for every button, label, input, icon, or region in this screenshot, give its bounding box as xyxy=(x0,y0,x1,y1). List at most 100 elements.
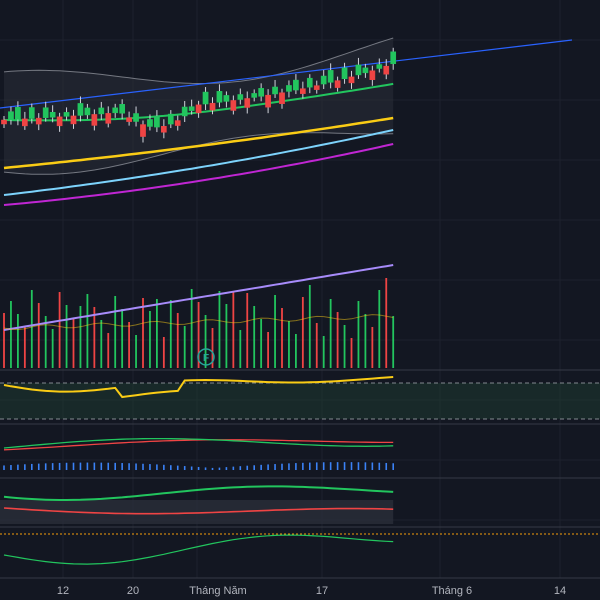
volume-bar[interactable] xyxy=(371,327,374,368)
candle-body[interactable] xyxy=(174,120,181,126)
volume-bar[interactable] xyxy=(10,301,12,368)
volume-bar[interactable] xyxy=(114,296,117,368)
candle-body[interactable] xyxy=(348,76,355,84)
candle-body[interactable] xyxy=(133,113,139,122)
candle-body[interactable] xyxy=(334,80,341,88)
candle-body[interactable] xyxy=(56,116,63,127)
volume-bar[interactable] xyxy=(162,337,165,368)
candle-body[interactable] xyxy=(341,67,348,80)
volume-bar[interactable] xyxy=(23,327,26,368)
candle-body[interactable] xyxy=(126,117,132,122)
volume-bar[interactable] xyxy=(156,299,158,368)
candle-body[interactable] xyxy=(112,107,119,114)
candle-body[interactable] xyxy=(216,91,223,103)
candle-body[interactable] xyxy=(63,112,70,117)
volume-bar[interactable] xyxy=(183,326,186,368)
candle-body[interactable] xyxy=(91,114,98,126)
volume-bar[interactable] xyxy=(204,315,207,368)
volume-bar[interactable] xyxy=(246,293,249,368)
volume-bar[interactable] xyxy=(128,322,130,368)
volume-bar[interactable] xyxy=(211,328,214,368)
volume-bar[interactable] xyxy=(281,308,283,368)
volume-bar[interactable] xyxy=(322,336,325,368)
candle-body[interactable] xyxy=(84,107,91,116)
volume-bar[interactable] xyxy=(65,305,68,368)
volume-bar[interactable] xyxy=(135,335,137,368)
candle-body[interactable] xyxy=(237,94,244,100)
candle-body[interactable] xyxy=(272,86,278,95)
volume-bar[interactable] xyxy=(343,325,346,368)
candle-body[interactable] xyxy=(258,88,264,97)
volume-bar[interactable] xyxy=(100,320,103,368)
volume-bar[interactable] xyxy=(44,316,47,368)
candle-body[interactable] xyxy=(1,119,7,125)
volume-bar[interactable] xyxy=(378,290,381,368)
volume-bar[interactable] xyxy=(260,319,263,368)
volume-bar[interactable] xyxy=(253,306,256,368)
volume-bar[interactable] xyxy=(37,303,40,368)
candle-body[interactable] xyxy=(77,103,84,116)
volume-bar[interactable] xyxy=(301,297,304,368)
volume-bar[interactable] xyxy=(308,285,311,368)
volume-bar[interactable] xyxy=(232,292,235,368)
volume-bar[interactable] xyxy=(79,306,82,368)
candle-body[interactable] xyxy=(161,126,167,133)
candle-body[interactable] xyxy=(181,106,188,117)
volume-bar[interactable] xyxy=(288,321,290,368)
volume-bar[interactable] xyxy=(107,333,110,368)
volume-bar[interactable] xyxy=(17,314,19,368)
candle-body[interactable] xyxy=(195,104,202,114)
candle-body[interactable] xyxy=(244,98,251,108)
candle-body[interactable] xyxy=(119,104,126,114)
candle-body[interactable] xyxy=(167,113,174,125)
candle-body[interactable] xyxy=(202,91,209,105)
volume-bar[interactable] xyxy=(218,291,221,368)
volume-bar[interactable] xyxy=(350,338,353,368)
candle-body[interactable] xyxy=(320,75,327,85)
candle-body[interactable] xyxy=(154,115,160,128)
candle-body[interactable] xyxy=(376,64,383,69)
volume-bar[interactable] xyxy=(121,309,124,368)
volume-bar[interactable] xyxy=(190,289,193,368)
candle-body[interactable] xyxy=(293,79,299,91)
candle-body[interactable] xyxy=(327,70,334,83)
volume-bar[interactable] xyxy=(385,278,388,368)
candle-body[interactable] xyxy=(8,111,14,120)
candle-body[interactable] xyxy=(383,65,390,75)
candle-body[interactable] xyxy=(28,107,35,119)
candle-body[interactable] xyxy=(105,113,112,124)
candle-body[interactable] xyxy=(209,102,216,111)
candle-body[interactable] xyxy=(147,119,153,127)
candle-body[interactable] xyxy=(42,107,49,118)
candle-body[interactable] xyxy=(390,51,397,65)
volume-bar[interactable] xyxy=(329,299,332,368)
volume-bar[interactable] xyxy=(93,307,96,368)
candle-body[interactable] xyxy=(188,106,195,111)
candle-body[interactable] xyxy=(35,117,42,125)
volume-bar[interactable] xyxy=(364,314,367,368)
candle-body[interactable] xyxy=(22,118,28,127)
candle-body[interactable] xyxy=(286,85,292,92)
candle-body[interactable] xyxy=(70,115,77,125)
candle-body[interactable] xyxy=(369,70,376,80)
candle-body[interactable] xyxy=(355,64,362,76)
candle-body[interactable] xyxy=(306,77,313,88)
volume-bar[interactable] xyxy=(225,304,228,368)
candle-body[interactable] xyxy=(98,107,105,115)
volume-bar[interactable] xyxy=(392,316,395,368)
candle-body[interactable] xyxy=(362,67,369,74)
volume-bar[interactable] xyxy=(149,311,151,368)
volume-bar[interactable] xyxy=(274,295,276,368)
volume-bar[interactable] xyxy=(176,313,179,368)
event-marker[interactable] xyxy=(197,348,215,366)
candle-body[interactable] xyxy=(265,94,271,108)
candle-body[interactable] xyxy=(140,124,146,137)
volume-bar[interactable] xyxy=(239,330,242,368)
volume-bar[interactable] xyxy=(267,332,269,368)
volume-bar[interactable] xyxy=(315,323,318,368)
candle-body[interactable] xyxy=(15,107,21,120)
volume-bar[interactable] xyxy=(58,292,61,368)
candle-body[interactable] xyxy=(251,93,258,98)
candle-body[interactable] xyxy=(300,88,306,94)
